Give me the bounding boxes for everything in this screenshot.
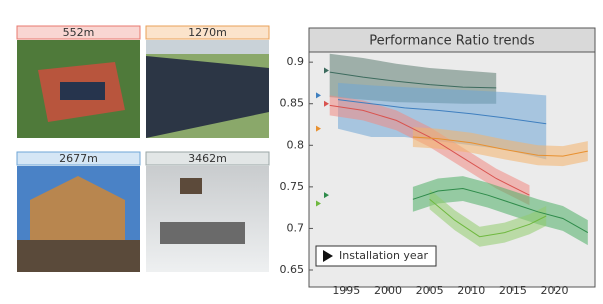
x-tick-label: 1995 <box>332 284 360 297</box>
legend-label: Installation year <box>339 249 428 262</box>
photo-label: 3462m <box>188 152 227 165</box>
x-tick-label: 2010 <box>457 284 485 297</box>
figure: 552m 1270m 2677m 3462m Performance Ratio tr… <box>0 0 603 300</box>
y-tick-label: 0.75 <box>280 180 305 193</box>
x-tick-label: 2015 <box>499 284 527 297</box>
photo-3 <box>17 166 140 272</box>
y-tick-label: 0.65 <box>280 263 305 276</box>
y-tick-label: 0.9 <box>287 55 305 68</box>
x-tick-label: 2005 <box>416 284 444 297</box>
y-tick-label: 0.8 <box>287 138 305 151</box>
photo-label: 552m <box>63 26 95 39</box>
photo-label: 1270m <box>188 26 227 39</box>
photo-1 <box>17 40 140 138</box>
x-tick-label: 2020 <box>541 284 569 297</box>
photo-2 <box>146 40 269 138</box>
chart-title: Performance Ratio trends <box>369 34 535 49</box>
photo-4 <box>146 166 269 272</box>
y-tick-label: 0.85 <box>280 97 305 110</box>
y-tick-label: 0.7 <box>287 221 305 234</box>
x-tick-label: 2000 <box>374 284 402 297</box>
photo-label: 2677m <box>59 152 98 165</box>
